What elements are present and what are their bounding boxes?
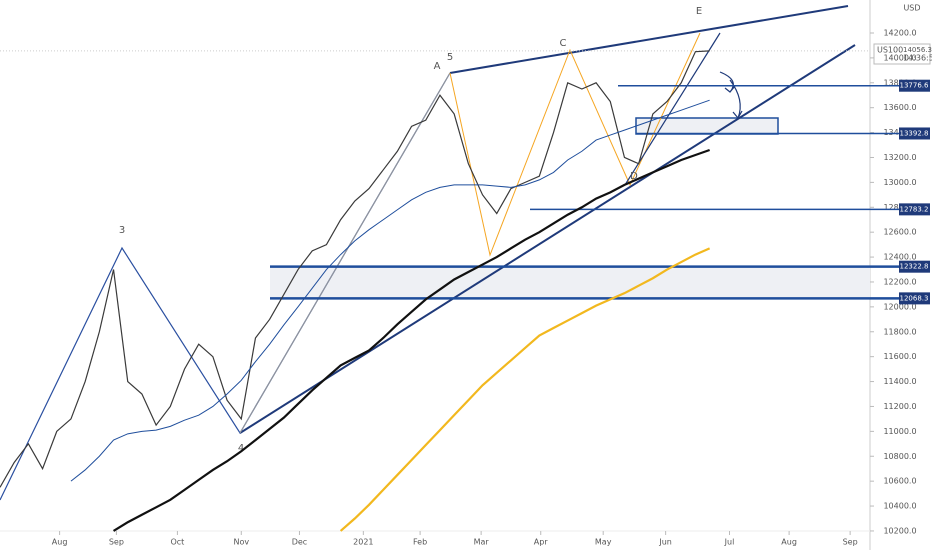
level-label: 13392.8 — [900, 129, 929, 137]
y-tick-label: 13600.0 — [883, 103, 916, 112]
wave-label: C — [560, 38, 567, 49]
level-label: 12068.3 — [900, 294, 929, 302]
y-tick-label: 10800.0 — [883, 452, 916, 461]
y-tick-label: 13200.0 — [883, 153, 916, 162]
x-tick-label: Apr — [534, 538, 549, 547]
x-tick-label: Aug — [52, 538, 68, 547]
series-line — [112, 148, 710, 532]
x-tick-label: Sep — [109, 538, 124, 547]
clock: 14:36:55 — [903, 54, 932, 63]
y-tick-label: 10600.0 — [883, 477, 916, 486]
y-tick-label: 10200.0 — [883, 526, 916, 535]
currency: USD — [903, 4, 920, 13]
y-tick-label: 11000.0 — [883, 427, 916, 436]
x-tick-label: Jul — [724, 538, 735, 547]
level-box — [899, 203, 930, 216]
x-tick-label: Jun — [658, 538, 672, 547]
y-tick-label: 11200.0 — [883, 402, 916, 411]
x-tick-label: Aug — [781, 538, 797, 547]
trendline — [449, 5, 849, 74]
level-label: 13776.6 — [900, 82, 929, 90]
level-label: 12322.8 — [900, 263, 929, 271]
y-tick-label: 14200.0 — [883, 28, 916, 37]
y-tick-label: 14000.0 — [883, 53, 916, 62]
y-tick-label: 10400.0 — [883, 502, 916, 511]
y-tick-label: 12600.0 — [883, 228, 916, 237]
wave-label: 3 — [119, 225, 125, 236]
trendline — [239, 44, 856, 434]
level-label: 12783.2 — [900, 205, 929, 213]
trendline — [624, 32, 721, 186]
arrow — [719, 71, 743, 120]
series-line — [70, 99, 710, 482]
y-tick-label: 13000.0 — [883, 178, 916, 187]
x-tick-label: May — [595, 538, 612, 547]
y-tick-label: 12200.0 — [883, 277, 916, 286]
x-tick-label: Mar — [474, 538, 490, 547]
y-tick-label: 12000.0 — [883, 302, 916, 311]
trendline — [239, 72, 451, 434]
wave-label: 5 — [447, 52, 453, 63]
wave-label: 4 — [238, 443, 244, 454]
zones — [270, 117, 870, 298]
level-box — [899, 127, 930, 140]
level-box — [899, 292, 930, 305]
y-tick-label: 12400.0 — [883, 253, 916, 262]
wave-label: E — [696, 6, 702, 17]
level-box — [899, 260, 930, 273]
zone — [270, 267, 870, 298]
y-tick-label: 11400.0 — [883, 377, 916, 386]
y-tick-label: 11800.0 — [883, 327, 916, 336]
series-line — [0, 50, 710, 488]
wave-label: D — [630, 171, 638, 182]
x-tick-label: Sep — [843, 538, 858, 547]
x-tick-label: Feb — [413, 538, 427, 547]
x-tick-label: 2021 — [353, 538, 373, 547]
last-price-label: 14056.3 — [903, 46, 932, 54]
trendlines — [0, 5, 856, 501]
x-tick-label: Nov — [233, 538, 249, 547]
symbol: US100 — [877, 46, 903, 55]
wave — [449, 32, 701, 257]
level-box — [899, 79, 930, 92]
wave-label: A — [434, 61, 441, 72]
price-box — [873, 43, 931, 65]
x-tick-label: Dec — [292, 538, 307, 547]
x-tick-label: Oct — [170, 538, 184, 547]
series-line — [339, 247, 711, 532]
y-tick-label: 11600.0 — [883, 352, 916, 361]
